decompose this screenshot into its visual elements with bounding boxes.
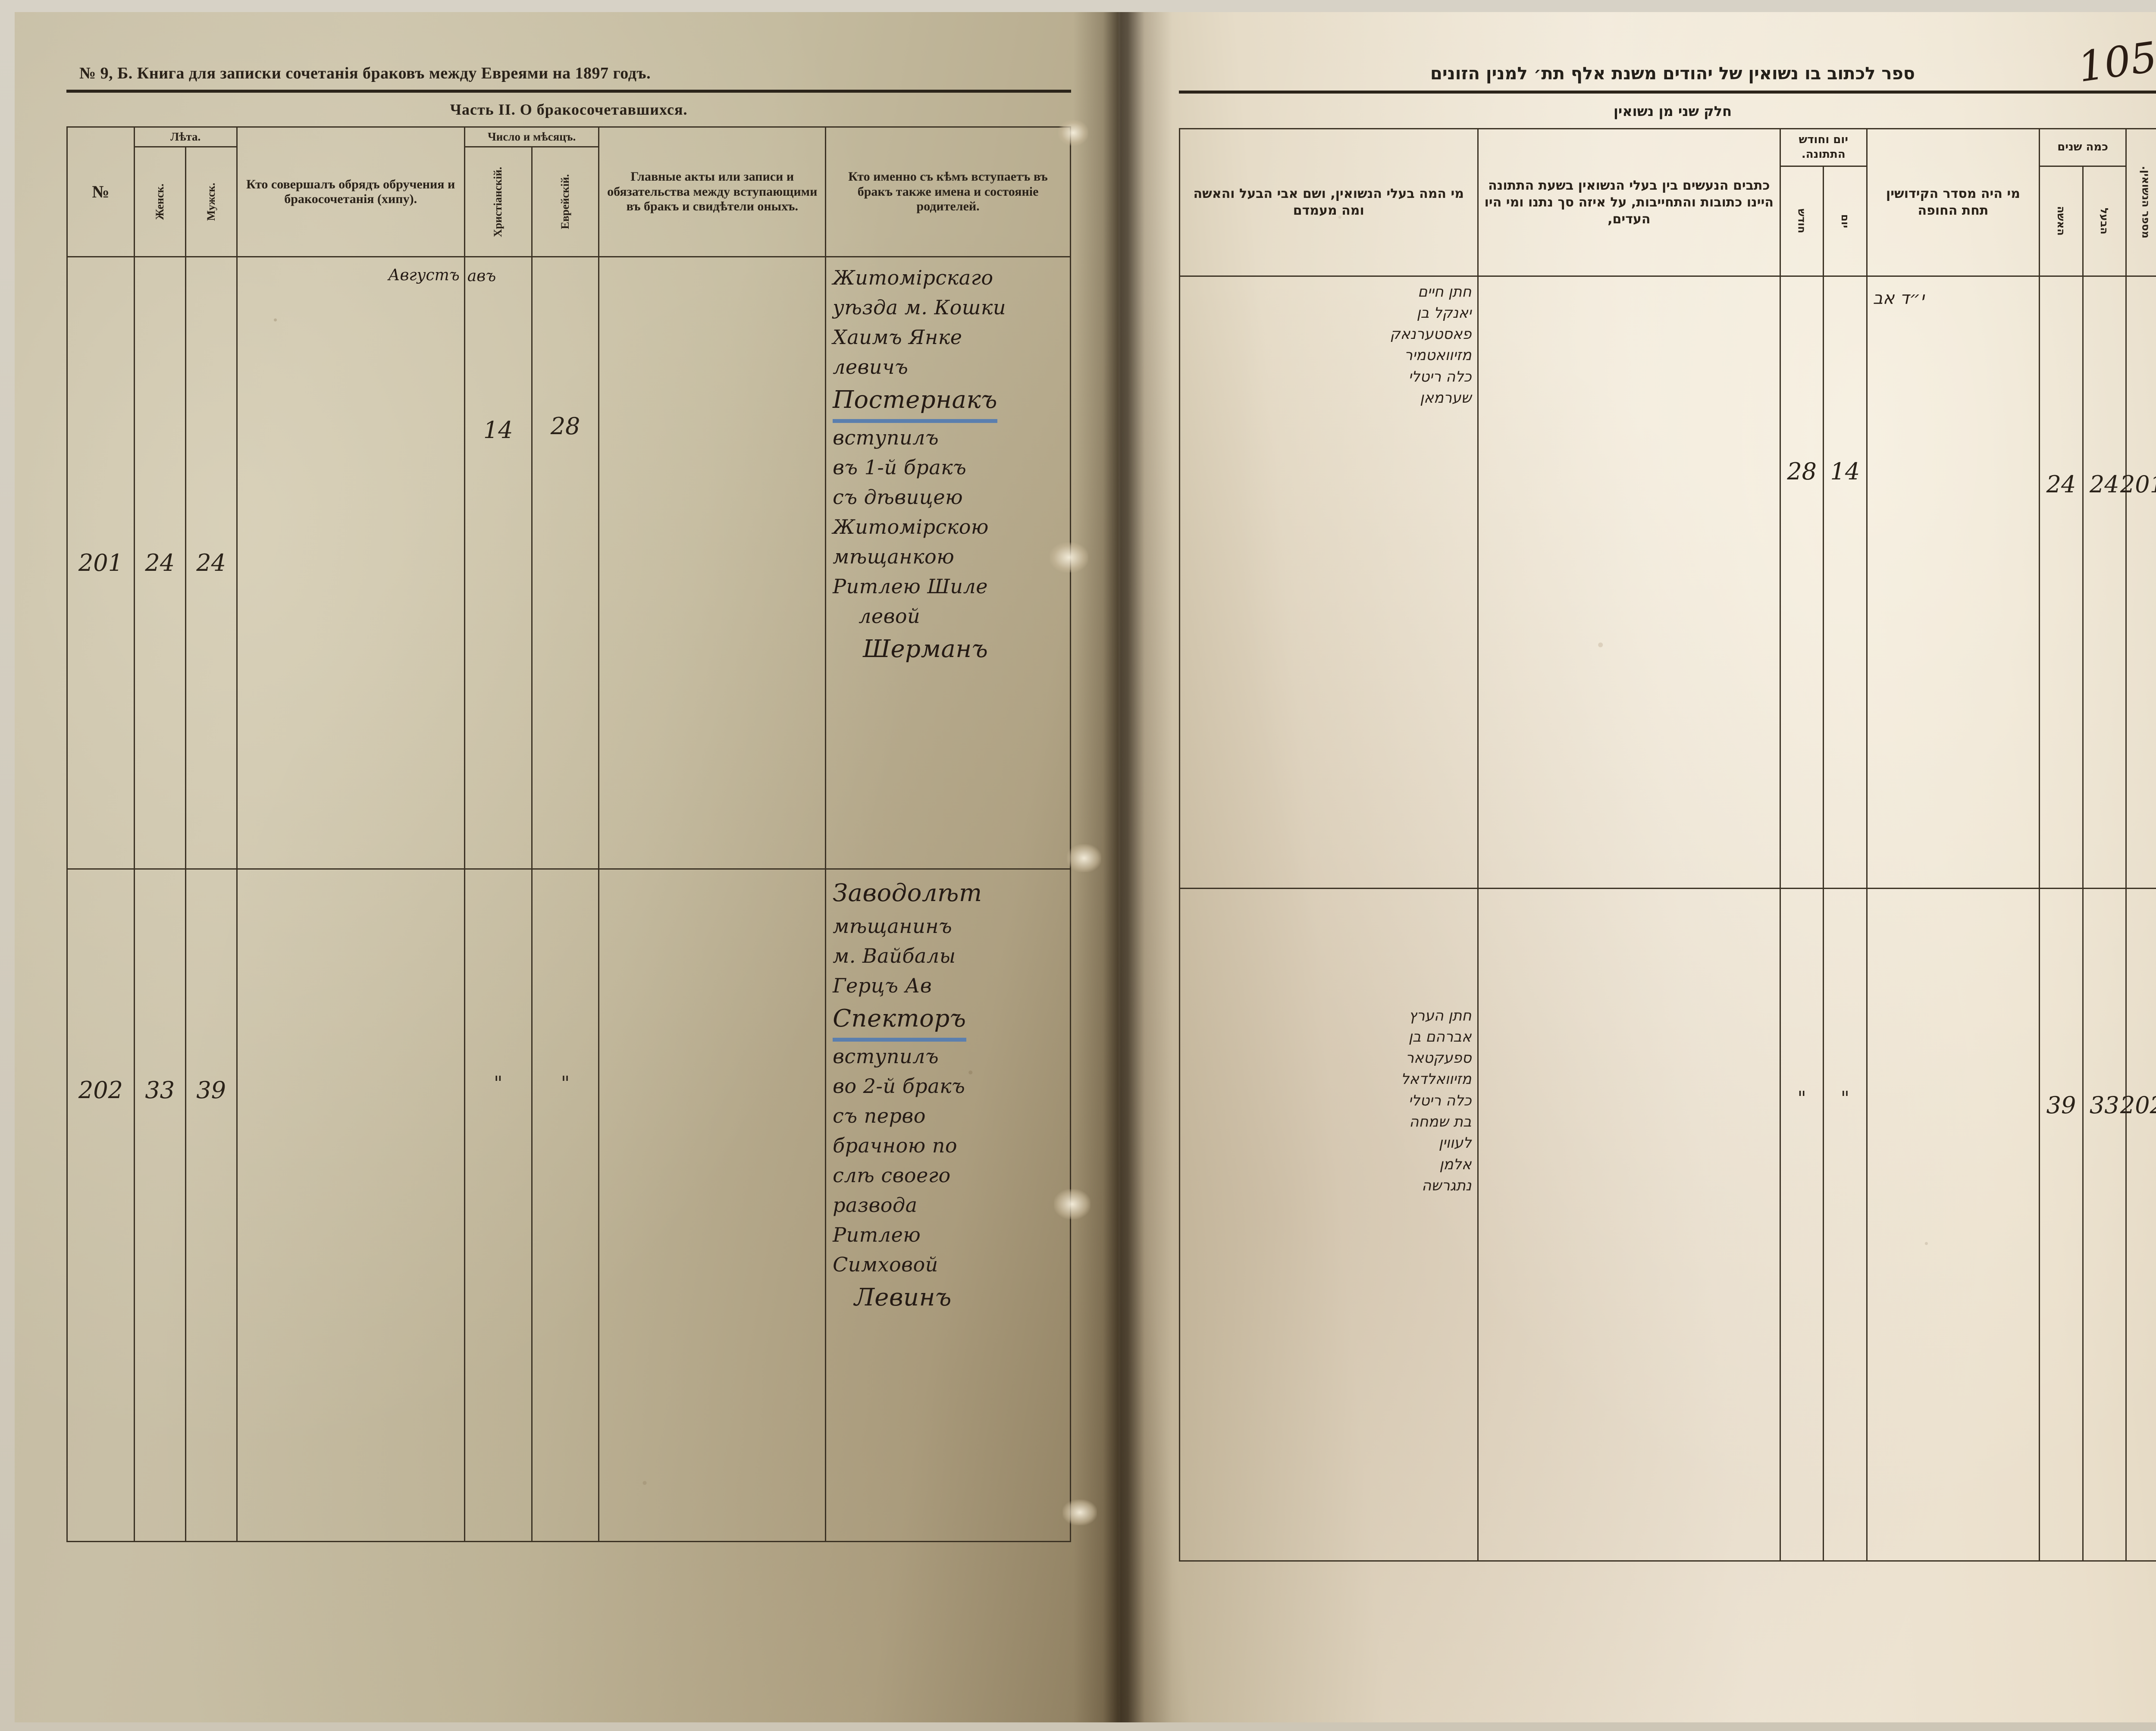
cell-number-he: 201 xyxy=(2120,275,2156,889)
left-page-subtitle: Часть II. О бракосочетавшихся. xyxy=(450,101,688,118)
header-row-2-he: הבעל האשה יום חודש xyxy=(1180,165,2156,277)
cell-acts xyxy=(598,256,827,870)
col-officiant-he: מי היה מסדר הקידושין תחת החופה xyxy=(1866,128,2040,277)
book-spread: № 9, Б. Книга для записки сочетанія брак… xyxy=(15,12,2156,1722)
left-page-table: № 9, Б. Книга для записки сочетанія брак… xyxy=(66,64,1071,1542)
col-officiant: Кто совершалъ обрядъ обручения и бракосо… xyxy=(236,126,465,257)
col-date-christian: Христі­анскій. xyxy=(464,146,533,257)
entry-text-201: Житомірскаго уѣзда м. Кошки Хаимъ Янке­ … xyxy=(833,266,1006,663)
col-number-he: מספר הנשואין. xyxy=(2125,128,2156,277)
underlined-surname: Постернакъ xyxy=(833,382,998,423)
cell-documents-he xyxy=(1477,887,1781,1562)
right-page-table: ספר לכתוב בו נשואין של יהודים משנת אלף ת… xyxy=(1179,64,2156,1562)
col-who-marries: Кто именно съ кѣмъ вступаетъ въ бракъ та… xyxy=(825,126,1071,257)
register-table-right: מספר הנשואין. כמה שנים מי היה מסדר הקידו… xyxy=(1179,128,2156,1562)
cell-month-christian: Августъ xyxy=(388,266,460,284)
cell-date-civil-he: 14 xyxy=(1823,275,1868,889)
cell-day-christian: 14 xyxy=(483,416,513,444)
hebrew-entry-201: חתן חיים יאנקל בן פאסטערנאק מזיוואטמיר כ… xyxy=(1390,283,1472,407)
cell-who-marries-he: חתן חיים יאנקל בן פאסטערנאק מזיוואטמיר כ… xyxy=(1179,275,1479,889)
header-row-1-he: מספר הנשואין. כמה שנים מי היה מסדר הקידו… xyxy=(1179,128,2156,277)
cell-documents-he xyxy=(1477,275,1781,889)
cell-number: 202 xyxy=(66,868,135,1542)
title-rule-right xyxy=(1179,91,2156,94)
underlined-surname: Спекторъ xyxy=(833,1001,966,1042)
header-row-1: № Лѣта. Кто совершалъ обрядъ обручения и… xyxy=(66,126,1071,257)
cell-number: 201 xyxy=(66,256,135,870)
hebrew-entry-202: חתן הערץ אברהם בן ספעקטאר מזיוואלדאל כלה… xyxy=(1401,1007,1472,1194)
table-row: 202 33 39 " " חתן הערץ אברהם בן ספעקטאר xyxy=(1179,887,2156,1562)
table-row: 201 24 24 Августъ авъ 14 28 xyxy=(66,256,1071,870)
col-years-group: Лѣта. xyxy=(133,126,238,147)
cell-age-male: 24 xyxy=(185,256,238,870)
table-row: 202 33 39 " " Заводолѣт мѣщанинъ м. Вайб… xyxy=(66,868,1071,1542)
cell-age-female: 24 xyxy=(133,256,186,870)
cell-officiant: Августъ xyxy=(236,256,465,870)
cell-acts xyxy=(598,868,827,1542)
cell-month-mark-he: י״ד אב xyxy=(1873,288,1924,308)
cell-age-male: 39 xyxy=(185,868,238,1542)
col-number: № xyxy=(66,126,135,257)
cell-date-christian: авъ 14 xyxy=(464,256,533,870)
cell-who-marries-he: חתן הערץ אברהם בן ספעקטאר מזיוואלדאל כלה… xyxy=(1179,887,1479,1562)
title-rule xyxy=(66,90,1071,93)
cell-date-jewish: " xyxy=(531,868,600,1542)
cell-date-jewish-he: " xyxy=(1780,887,1824,1562)
page-number: 105 xyxy=(2075,32,2156,92)
register-table-left: № Лѣта. Кто совершалъ обрядъ обручения и… xyxy=(66,126,1071,1542)
col-who-marries-he: מי המה בעלי הנשואין, ושם אבי הבעל והאשה … xyxy=(1179,128,1479,277)
col-years-wife-he: האשה xyxy=(2039,165,2084,277)
col-years-husband-he: הבעל xyxy=(2082,165,2127,277)
cell-number-he: 202 xyxy=(2120,887,2156,1562)
cell-age-husband-he: 33 xyxy=(2082,887,2127,1562)
cell-date-jewish-he: 28 xyxy=(1780,275,1824,889)
col-years-group-he: כמה שנים xyxy=(2039,128,2127,167)
cell-month-jewish: авъ xyxy=(467,267,496,285)
entry-text-202: Заводолѣт мѣщанинъ м. Вайбалы Герцъ Ав­ … xyxy=(833,879,982,1312)
cell-who-marries: Заводолѣт мѣщанинъ м. Вайбалы Герцъ Ав­ … xyxy=(825,868,1071,1542)
col-date-group-he: יום וחודש התתונה. xyxy=(1780,128,1868,167)
cell-age-wife-he: 39 xyxy=(2039,887,2084,1562)
left-page-title: № 9, Б. Книга для записки сочетанія брак… xyxy=(79,64,651,82)
cell-officiant-he xyxy=(1866,887,2040,1562)
cell-age-wife-he: 24 xyxy=(2039,275,2084,889)
cell-date-civil-he: " xyxy=(1823,887,1868,1562)
right-page-title: ספר לכתוב בו נשואין של יהודים משנת אלף ת… xyxy=(1430,64,1915,84)
cell-officiant-he: י״ד אב xyxy=(1866,275,2040,889)
col-date-jewish: Еврей­скій. xyxy=(531,146,600,257)
col-years-male: Мужск. xyxy=(185,146,238,257)
header-row-2: Женск. Мужск. Христі­анскій. Еврей­скій. xyxy=(67,146,1071,257)
cell-officiant xyxy=(236,868,465,1542)
cell-date-christian: " xyxy=(464,868,533,1542)
cell-date-jewish: 28 xyxy=(531,256,600,870)
col-documents-he: כתבים הנעשים בין בעלי הנשואין בשעת התתונ… xyxy=(1477,128,1781,277)
right-page-subtitle: חלק שני מן נשואין xyxy=(1613,103,1732,119)
cell-age-female: 33 xyxy=(133,868,186,1542)
col-date-group: Число и мѣсяцъ. xyxy=(464,126,600,147)
col-acts: Главные акты или записи и обязательства … xyxy=(598,126,827,257)
cell-age-husband-he: 24 xyxy=(2082,275,2127,889)
cell-who-marries: Житомірскаго уѣзда м. Кошки Хаимъ Янке­ … xyxy=(825,256,1071,870)
col-date-jewish-he: חודש xyxy=(1780,165,1824,277)
col-years-female: Женск. xyxy=(133,146,186,257)
col-date-civil-he: יום xyxy=(1823,165,1868,277)
table-row: 201 24 24 י״ד אב 14 28 חתן חיים יאנקל ב xyxy=(1179,275,2156,889)
